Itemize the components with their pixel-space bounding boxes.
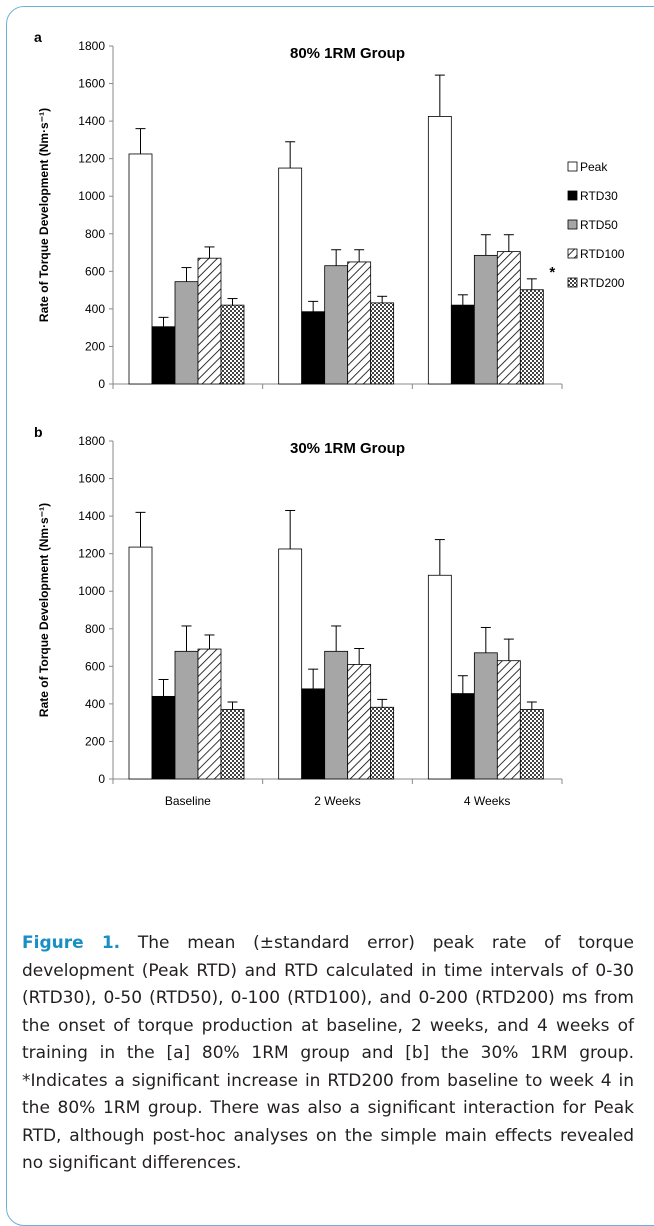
y-tick-label: 400: [85, 697, 105, 711]
caption-label: Figure 1.: [22, 933, 121, 953]
y-tick-label: 200: [85, 339, 105, 353]
legend-swatch-rtd100: [567, 248, 578, 259]
y-tick-label: 1200: [78, 547, 105, 561]
y-tick-label: 1600: [78, 77, 105, 91]
y-tick-label: 600: [85, 659, 105, 673]
y-axis-label: Rate of Torque Development (Nm·s⁻¹): [37, 108, 51, 322]
y-tick-label: 200: [85, 734, 105, 748]
panel-label: a: [34, 29, 42, 45]
bar-rtd30-2-weeks: [301, 311, 326, 385]
legend-label-rtd200: RTD200: [580, 276, 625, 290]
chart-panel-b: b 30% 1RM Group Rate of Torque Development…: [34, 424, 563, 808]
bar-rtd100-2-weeks: [347, 664, 372, 780]
bar-rtd50-4-weeks: [473, 254, 498, 385]
bar-rtd30-2-weeks: [301, 688, 326, 780]
bar-rtd100-4-weeks: [496, 660, 521, 780]
y-tick-label: 1600: [78, 472, 105, 486]
bar-rtd50-2-weeks: [324, 650, 349, 780]
bar-rtd30-4-weeks: [450, 304, 475, 385]
bar-rtd200-baseline: [220, 304, 245, 385]
y-tick-label: 1800: [78, 39, 105, 53]
bar-rtd50-4-weeks: [473, 652, 498, 780]
bar-rtd30-baseline: [151, 695, 176, 780]
legend-label-rtd100: RTD100: [580, 247, 625, 261]
y-tick-label: 1400: [78, 509, 105, 523]
y-tick-label: 1200: [78, 152, 105, 166]
bar-rtd100-baseline: [197, 257, 222, 385]
y-tick-label: 800: [85, 622, 105, 636]
bar-rtd200-4-weeks: [519, 709, 544, 780]
legend-swatch-rtd30: [567, 190, 578, 201]
y-tick-label: 1000: [78, 189, 105, 203]
legend-swatch-peak: [567, 161, 578, 172]
bar-rtd200-2-weeks: [370, 706, 395, 780]
legend-label-peak: Peak: [580, 160, 608, 174]
x-category-label: 2 Weeks: [314, 794, 360, 808]
legend-label-rtd50: RTD50: [580, 218, 618, 232]
chart-title: 30% 1RM Group: [290, 440, 405, 457]
figure-chart-area: a 80% 1RM Group Rate of Torque Development…: [34, 29, 625, 808]
bar-rtd50-2-weeks: [324, 265, 349, 385]
bar-peak-2-weeks: [278, 548, 303, 780]
x-category-label: 4 Weeks: [464, 794, 510, 808]
bar-rtd100-2-weeks: [347, 261, 372, 385]
y-tick-label: 0: [98, 772, 105, 786]
legend-swatch-rtd50: [567, 219, 578, 230]
panel-label: b: [34, 424, 43, 440]
bar-rtd100-baseline: [197, 648, 222, 780]
bar-peak-4-weeks: [427, 116, 452, 385]
bar-rtd200-4-weeks: [519, 289, 544, 385]
significance-asterisk: *: [549, 264, 555, 281]
bar-rtd30-baseline: [151, 326, 176, 385]
chart-panel-a: a 80% 1RM Group Rate of Torque Development…: [34, 29, 625, 391]
legend-swatch-rtd200: [567, 277, 578, 288]
legend-label-rtd30: RTD30: [580, 189, 618, 203]
y-tick-label: 400: [85, 302, 105, 316]
chart-title: 80% 1RM Group: [290, 45, 405, 62]
y-tick-label: 1000: [78, 584, 105, 598]
figure-caption: Figure 1. The mean (±standard error) pea…: [22, 930, 634, 1178]
bar-peak-baseline: [128, 153, 153, 385]
bar-peak-2-weeks: [278, 167, 303, 385]
y-tick-label: 1800: [78, 434, 105, 448]
y-tick-label: 800: [85, 227, 105, 241]
bar-rtd50-baseline: [174, 281, 199, 385]
bar-rtd30-4-weeks: [450, 693, 475, 780]
bar-rtd100-4-weeks: [496, 251, 521, 385]
bar-peak-baseline: [128, 546, 153, 780]
bar-rtd200-baseline: [220, 709, 245, 780]
y-tick-label: 0: [98, 377, 105, 391]
bar-rtd200-2-weeks: [370, 302, 395, 385]
y-tick-label: 600: [85, 264, 105, 278]
bar-peak-4-weeks: [427, 574, 452, 780]
x-category-label: Baseline: [165, 794, 211, 808]
bar-rtd50-baseline: [174, 650, 199, 780]
y-tick-label: 1400: [78, 114, 105, 128]
y-axis-label: Rate of Torque Development (Nm·s⁻¹): [37, 503, 51, 717]
caption-text: The mean (±standard error) peak rate of …: [22, 933, 634, 1173]
